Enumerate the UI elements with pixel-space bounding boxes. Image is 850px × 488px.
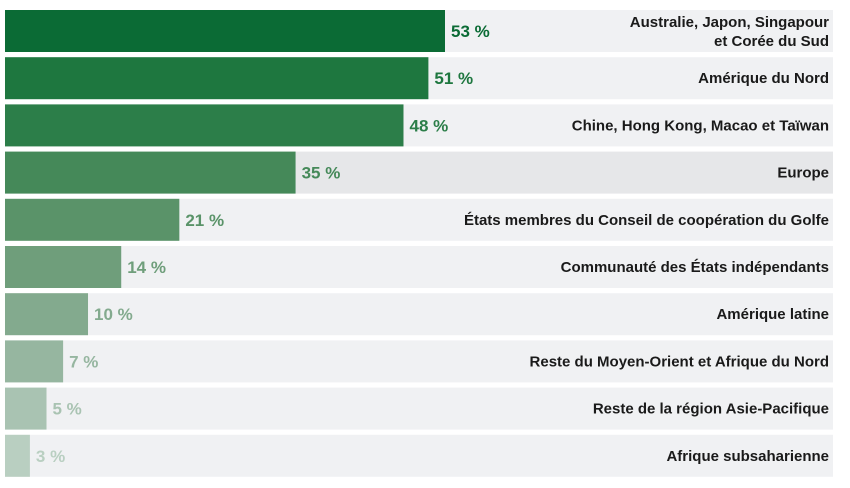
- category-label: Chine, Hong Kong, Macao et Taïwan: [572, 117, 829, 134]
- bar: [5, 434, 30, 477]
- bar-row: 48 % Chine, Hong Kong, Macao et Taïwan: [5, 104, 833, 147]
- row-background: [5, 434, 833, 477]
- data-label: 10 %: [94, 305, 133, 324]
- bar: [5, 387, 47, 430]
- data-label: 35 %: [302, 164, 341, 183]
- bar: [5, 198, 180, 241]
- bar-row: 35 % Europe: [5, 151, 833, 194]
- bar: [5, 10, 445, 52]
- bar-row: 7 % Reste du Moyen-Orient et Afrique du N…: [5, 340, 833, 383]
- bar: [5, 293, 89, 336]
- bar: [5, 57, 429, 100]
- category-label: Afrique subsaharienne: [666, 448, 829, 465]
- data-label: 3 %: [36, 447, 65, 466]
- category-label: Australie, Japon, Singapour et Corée du S…: [630, 14, 829, 50]
- category-label: Reste de la région Asie-Pacifique: [593, 401, 829, 418]
- data-label: 5 %: [53, 400, 82, 419]
- bar-row: 14 % Communauté des États indépendants: [5, 246, 833, 288]
- bar-row: 21 % États membres du Conseil de coopérat…: [5, 198, 833, 241]
- category-label: Reste du Moyen-Orient et Afrique du Nord: [530, 353, 829, 370]
- bar-row: 3 % Afrique subsaharienne: [5, 434, 833, 477]
- category-label: Amérique du Nord: [698, 70, 829, 87]
- data-label: 21 %: [185, 211, 224, 230]
- row-background: [5, 387, 833, 430]
- bar: [5, 104, 404, 147]
- bar-row: 10 % Amérique latine: [5, 293, 833, 336]
- category-label: Europe: [777, 165, 829, 182]
- bar: [5, 340, 64, 383]
- category-label: Amérique latine: [716, 306, 829, 323]
- row-background: [5, 246, 833, 288]
- row-background: [5, 293, 833, 336]
- bar-row: 5 % Reste de la région Asie-Pacifique: [5, 387, 833, 430]
- bar-row: 53 % Australie, Japon, Singapour et Corée …: [5, 10, 833, 52]
- data-label: 53 %: [451, 22, 490, 41]
- bar: [5, 246, 122, 288]
- data-label: 7 %: [69, 352, 98, 371]
- bar-row: 51 % Amérique du Nord: [5, 57, 833, 100]
- category-label: Communauté des États indépendants: [561, 259, 829, 276]
- category-label: États membres du Conseil de coopération …: [464, 212, 829, 229]
- bar: [5, 151, 296, 194]
- data-label: 48 %: [409, 116, 448, 135]
- data-label: 51 %: [434, 69, 473, 88]
- row-background: [5, 340, 833, 383]
- data-label: 14 %: [127, 258, 166, 277]
